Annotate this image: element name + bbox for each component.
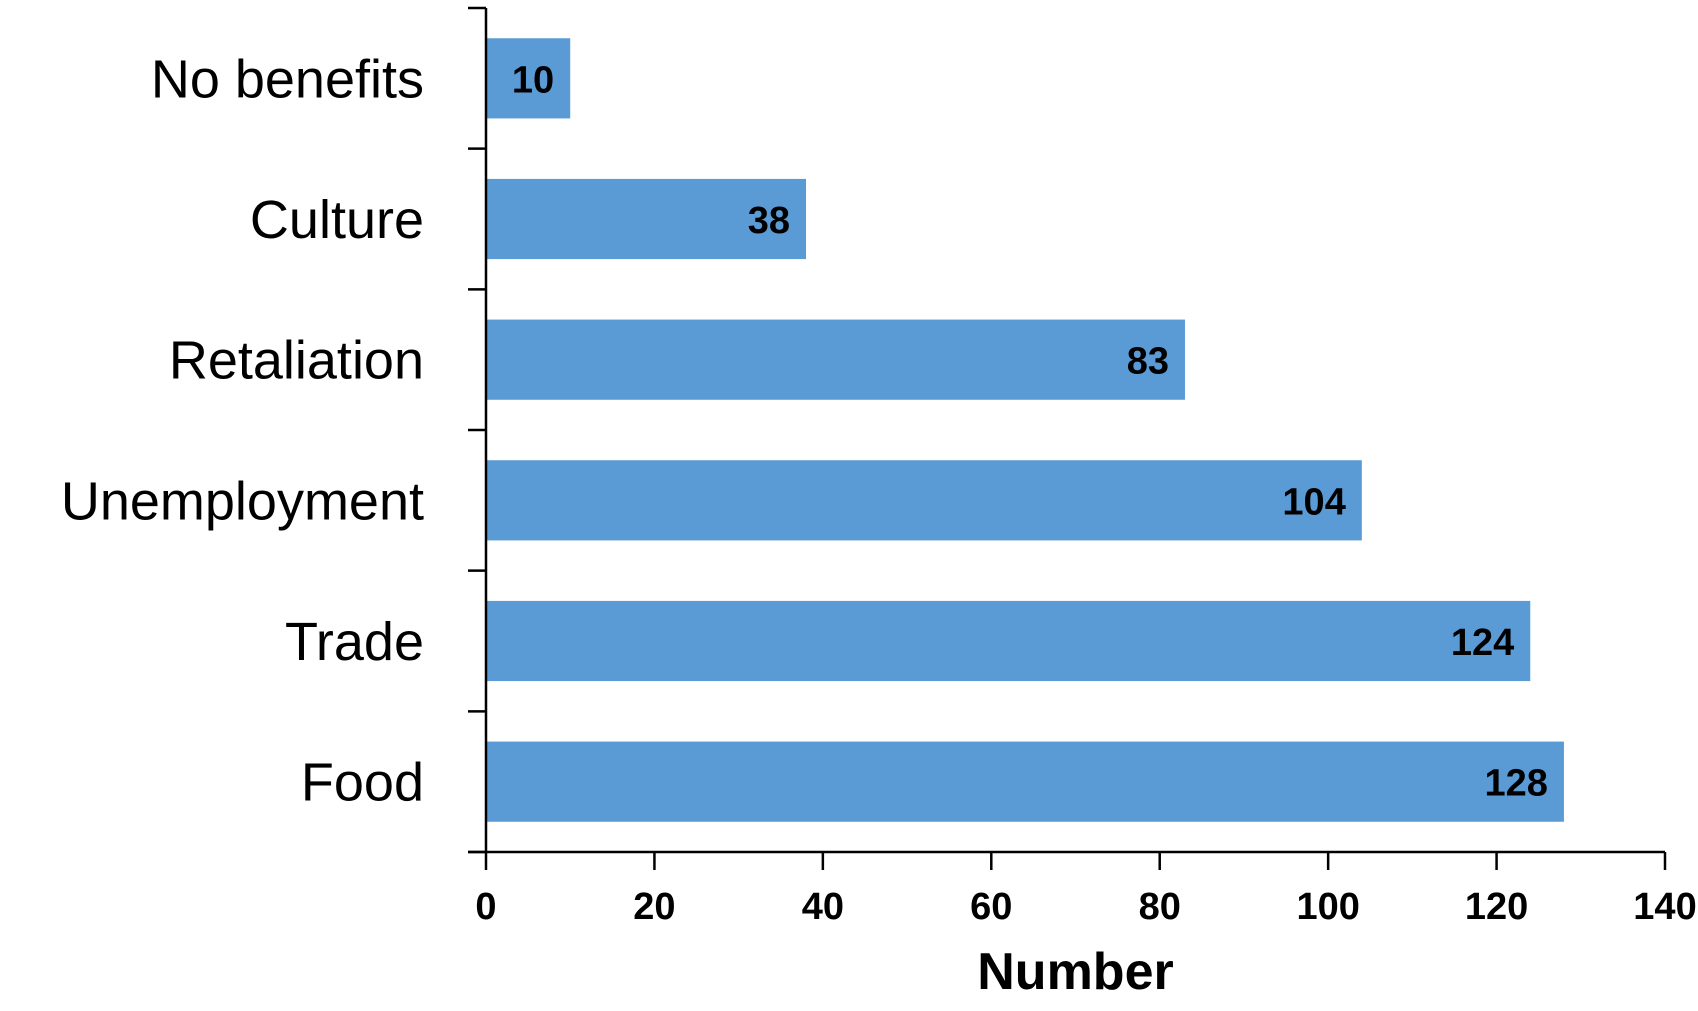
bar	[486, 319, 1185, 400]
category-label: Retaliation	[169, 331, 424, 391]
data-label: 10	[512, 59, 554, 101]
x-tick-label: 0	[475, 886, 496, 928]
bars-group	[486, 38, 1564, 822]
x-tick-label: 120	[1465, 886, 1528, 928]
category-label: Trade	[285, 612, 424, 672]
bar	[486, 600, 1531, 682]
x-tick-label: 20	[633, 886, 675, 928]
bar	[486, 741, 1564, 822]
bar	[486, 38, 571, 119]
data-label: 38	[748, 200, 790, 242]
x-tick-label: 40	[802, 886, 844, 928]
data-label: 104	[1282, 481, 1345, 523]
ticks-group	[468, 6, 1667, 870]
data-label: 83	[1127, 341, 1169, 383]
bar	[486, 178, 807, 260]
labels-group: 10 No benefits 38 Culture 83 Retaliation 104 Un…	[61, 49, 1697, 928]
x-tick-label: 100	[1296, 886, 1359, 928]
category-label: Food	[301, 753, 424, 813]
data-label: 128	[1485, 763, 1548, 805]
axes-group	[468, 8, 1665, 854]
x-axis-title: Number	[977, 943, 1173, 1001]
x-tick-label: 60	[970, 886, 1012, 928]
x-tick-label: 80	[1139, 886, 1181, 928]
data-label: 124	[1451, 622, 1514, 664]
category-label: Unemployment	[61, 471, 424, 531]
category-label: No benefits	[151, 49, 424, 109]
x-tick-label: 140	[1633, 886, 1696, 928]
bar	[486, 460, 1362, 541]
category-label: Culture	[250, 190, 424, 250]
